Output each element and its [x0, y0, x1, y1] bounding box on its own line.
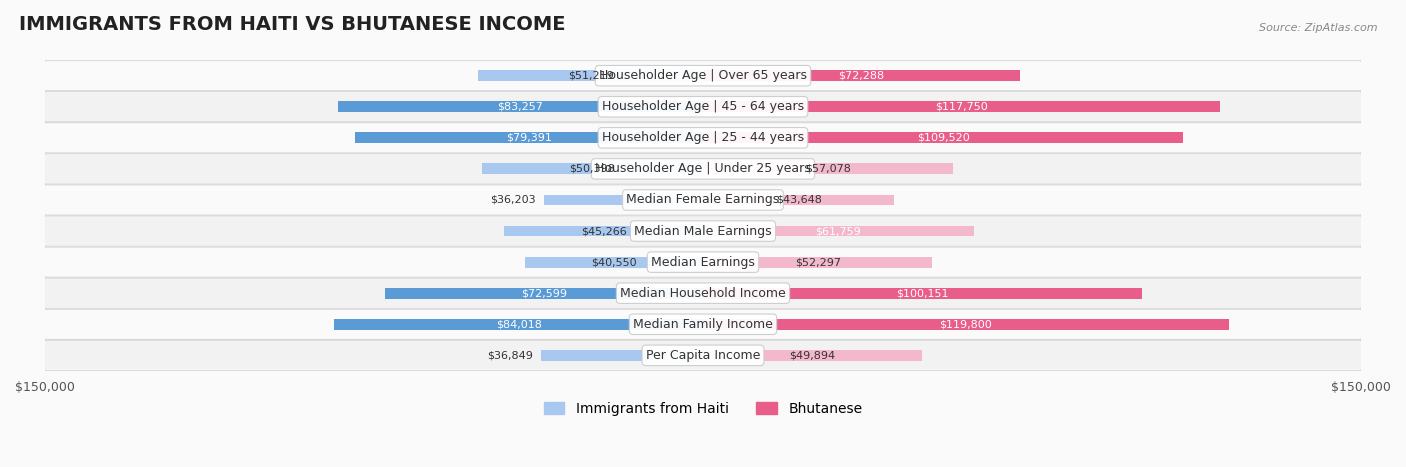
Text: $109,520: $109,520 — [917, 133, 970, 143]
FancyBboxPatch shape — [45, 185, 1361, 215]
Text: Householder Age | 45 - 64 years: Householder Age | 45 - 64 years — [602, 100, 804, 113]
Text: Median Earnings: Median Earnings — [651, 255, 755, 269]
Text: $36,849: $36,849 — [486, 350, 533, 361]
FancyBboxPatch shape — [45, 154, 1361, 184]
Text: $119,800: $119,800 — [939, 319, 993, 329]
Bar — [45, 93, 1361, 121]
FancyBboxPatch shape — [45, 61, 1361, 91]
Text: Source: ZipAtlas.com: Source: ZipAtlas.com — [1260, 23, 1378, 33]
Text: $36,203: $36,203 — [489, 195, 536, 205]
Bar — [703, 163, 953, 174]
Bar — [703, 226, 974, 236]
Bar — [541, 350, 703, 361]
Text: $51,219: $51,219 — [568, 71, 613, 81]
Text: $50,398: $50,398 — [569, 164, 616, 174]
FancyBboxPatch shape — [45, 278, 1361, 308]
Bar — [45, 124, 1361, 152]
Bar — [524, 257, 703, 268]
Text: $57,078: $57,078 — [806, 164, 851, 174]
Text: $100,151: $100,151 — [897, 288, 949, 298]
Text: $117,750: $117,750 — [935, 102, 987, 112]
Bar — [703, 133, 1184, 143]
Bar — [45, 62, 1361, 90]
Bar — [703, 195, 894, 205]
Bar — [703, 319, 1229, 330]
Bar — [45, 279, 1361, 307]
Text: Median Female Earnings: Median Female Earnings — [627, 193, 779, 206]
Text: $79,391: $79,391 — [506, 133, 551, 143]
Text: $61,759: $61,759 — [815, 226, 862, 236]
FancyBboxPatch shape — [45, 216, 1361, 246]
Bar — [335, 319, 703, 330]
FancyBboxPatch shape — [45, 247, 1361, 277]
Legend: Immigrants from Haiti, Bhutanese: Immigrants from Haiti, Bhutanese — [538, 396, 868, 422]
Bar — [703, 288, 1142, 298]
Bar — [703, 101, 1219, 112]
Text: $83,257: $83,257 — [498, 102, 543, 112]
Bar — [45, 155, 1361, 183]
FancyBboxPatch shape — [45, 123, 1361, 153]
Bar — [45, 217, 1361, 245]
Text: Median Male Earnings: Median Male Earnings — [634, 225, 772, 238]
Text: Householder Age | Under 25 years: Householder Age | Under 25 years — [595, 163, 811, 176]
Bar — [45, 310, 1361, 338]
Bar — [337, 101, 703, 112]
Text: Householder Age | 25 - 44 years: Householder Age | 25 - 44 years — [602, 131, 804, 144]
Bar — [703, 70, 1021, 81]
FancyBboxPatch shape — [45, 92, 1361, 122]
Text: $52,297: $52,297 — [794, 257, 841, 267]
Bar — [505, 226, 703, 236]
Text: $72,288: $72,288 — [838, 71, 884, 81]
Text: $49,894: $49,894 — [789, 350, 835, 361]
Text: $45,266: $45,266 — [581, 226, 627, 236]
Bar — [703, 257, 932, 268]
Bar — [478, 70, 703, 81]
Text: Median Family Income: Median Family Income — [633, 318, 773, 331]
Bar — [354, 133, 703, 143]
Text: $72,599: $72,599 — [520, 288, 567, 298]
Bar — [45, 186, 1361, 214]
Text: $84,018: $84,018 — [496, 319, 541, 329]
FancyBboxPatch shape — [45, 309, 1361, 340]
Bar — [482, 163, 703, 174]
Bar — [384, 288, 703, 298]
Bar — [544, 195, 703, 205]
Bar — [45, 248, 1361, 276]
Text: $43,648: $43,648 — [776, 195, 821, 205]
Text: Householder Age | Over 65 years: Householder Age | Over 65 years — [599, 69, 807, 82]
Text: $40,550: $40,550 — [592, 257, 637, 267]
Text: Per Capita Income: Per Capita Income — [645, 349, 761, 362]
Bar — [703, 350, 922, 361]
Bar — [45, 341, 1361, 369]
Text: Median Household Income: Median Household Income — [620, 287, 786, 300]
Text: IMMIGRANTS FROM HAITI VS BHUTANESE INCOME: IMMIGRANTS FROM HAITI VS BHUTANESE INCOM… — [18, 15, 565, 34]
FancyBboxPatch shape — [45, 340, 1361, 370]
